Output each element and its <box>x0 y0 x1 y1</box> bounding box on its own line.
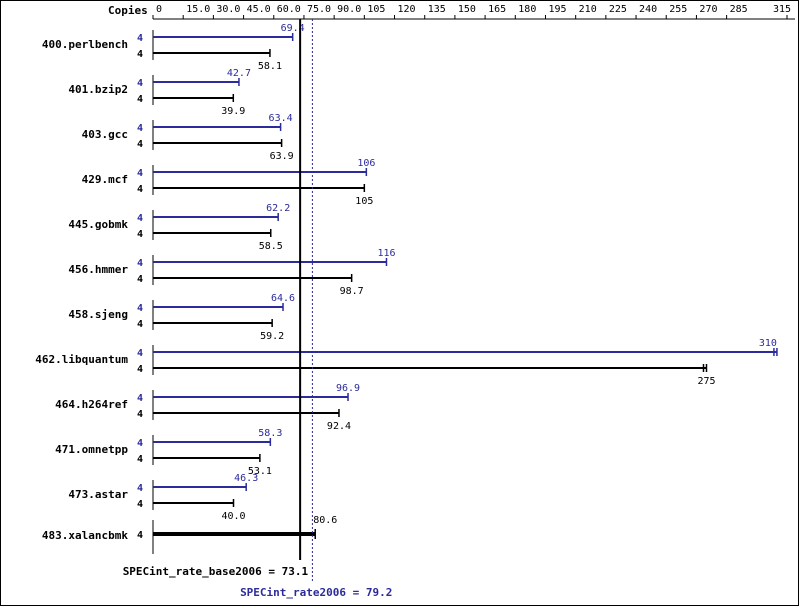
base-copies-10: 4 <box>137 499 143 510</box>
x-tick-label-4: 60.0 <box>277 4 301 15</box>
peak-value-label-1: 42.7 <box>227 68 251 79</box>
x-tick-label-16: 240 <box>639 4 657 15</box>
peak-value-label-9: 58.3 <box>258 428 282 439</box>
base-value-label-1: 39.9 <box>221 106 245 117</box>
peak-copies-9: 4 <box>137 438 143 449</box>
category-label-9: 471.omnetpp <box>55 443 128 456</box>
x-tick-label-6: 90.0 <box>337 4 361 15</box>
base-copies-3: 4 <box>137 184 143 195</box>
category-label-4: 445.gobmk <box>68 218 128 231</box>
base-value-label-11: 80.6 <box>313 515 337 526</box>
category-label-10: 473.astar <box>68 488 128 501</box>
x-tick-label-11: 165 <box>488 4 506 15</box>
x-tick-label-20: 315 <box>773 4 791 15</box>
x-tick-label-7: 105 <box>367 4 385 15</box>
category-label-3: 429.mcf <box>82 173 128 186</box>
base-value-label-7: 275 <box>697 376 715 387</box>
peak-copies-1: 4 <box>137 78 143 89</box>
x-tick-label-1: 15.0 <box>186 4 210 15</box>
peak-value-label-0: 69.4 <box>281 23 305 34</box>
x-tick-label-15: 225 <box>609 4 627 15</box>
peak-value-label-5: 116 <box>377 248 395 259</box>
peak-value-label-2: 63.4 <box>269 113 293 124</box>
base-copies-6: 4 <box>137 319 143 330</box>
peak-copies-7: 4 <box>137 348 143 359</box>
base-value-label-4: 58.5 <box>259 241 283 252</box>
base-value-label-6: 59.2 <box>260 331 284 342</box>
category-label-11: 483.xalancbmk <box>42 529 128 542</box>
peak-copies-6: 4 <box>137 303 143 314</box>
x-tick-label-18: 270 <box>699 4 717 15</box>
peak-value-label-3: 106 <box>357 158 375 169</box>
base-copies-11: 4 <box>137 530 143 541</box>
base-copies-7: 4 <box>137 364 143 375</box>
category-label-7: 462.libquantum <box>35 353 128 366</box>
base-copies-9: 4 <box>137 454 143 465</box>
x-tick-label-9: 135 <box>428 4 446 15</box>
reference-label-1: SPECint_rate2006 = 79.2 <box>240 586 392 599</box>
category-label-1: 401.bzip2 <box>68 83 128 96</box>
peak-value-label-4: 62.2 <box>266 203 290 214</box>
peak-value-label-10: 46.3 <box>234 473 258 484</box>
category-label-8: 464.h264ref <box>55 398 128 411</box>
base-value-label-0: 58.1 <box>258 61 282 72</box>
x-tick-label-10: 150 <box>458 4 476 15</box>
base-value-label-3: 105 <box>355 196 373 207</box>
x-tick-label-14: 210 <box>579 4 597 15</box>
peak-value-label-7: 310 <box>759 338 777 349</box>
base-value-label-9: 53.1 <box>248 466 272 477</box>
base-copies-4: 4 <box>137 229 143 240</box>
peak-copies-5: 4 <box>137 258 143 269</box>
peak-copies-3: 4 <box>137 168 143 179</box>
category-label-5: 456.hmmer <box>68 263 128 276</box>
reference-label-0: SPECint_rate_base2006 = 73.1 <box>123 565 309 578</box>
base-copies-8: 4 <box>137 409 143 420</box>
peak-copies-10: 4 <box>137 483 143 494</box>
x-tick-label-3: 45.0 <box>247 4 271 15</box>
base-value-label-10: 40.0 <box>221 511 245 522</box>
peak-copies-2: 4 <box>137 123 143 134</box>
x-tick-label-0: 0 <box>156 4 162 15</box>
x-tick-label-12: 180 <box>518 4 536 15</box>
peak-copies-4: 4 <box>137 213 143 224</box>
x-tick-label-5: 75.0 <box>307 4 331 15</box>
base-value-label-5: 98.7 <box>340 286 364 297</box>
peak-value-label-8: 96.9 <box>336 383 360 394</box>
x-tick-label-13: 195 <box>548 4 566 15</box>
x-tick-label-19: 285 <box>730 4 748 15</box>
base-value-label-2: 63.9 <box>270 151 294 162</box>
x-tick-label-2: 30.0 <box>216 4 240 15</box>
category-label-6: 458.sjeng <box>68 308 128 321</box>
peak-copies-0: 4 <box>137 33 143 44</box>
category-label-2: 403.gcc <box>82 128 128 141</box>
x-tick-label-17: 255 <box>669 4 687 15</box>
category-label-0: 400.perlbench <box>42 38 128 51</box>
x-tick-label-8: 120 <box>398 4 416 15</box>
peak-value-label-6: 64.6 <box>271 293 295 304</box>
base-value-label-8: 92.4 <box>327 421 351 432</box>
copies-header: Copies <box>108 4 148 17</box>
peak-copies-8: 4 <box>137 393 143 404</box>
base-copies-5: 4 <box>137 274 143 285</box>
base-copies-2: 4 <box>137 139 143 150</box>
base-copies-1: 4 <box>137 94 143 105</box>
base-copies-0: 4 <box>137 49 143 60</box>
